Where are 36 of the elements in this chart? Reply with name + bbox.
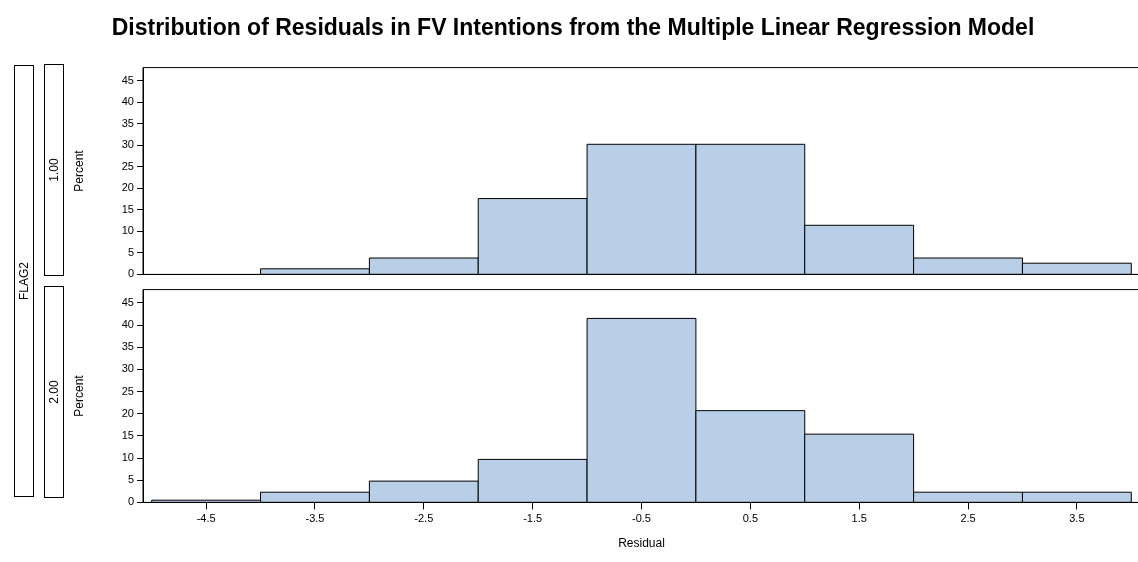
x-tick-label: 3.5 [1069,512,1085,525]
y-tick-label: 20 [121,406,134,419]
y-tick-label: 40 [121,95,134,108]
y-tick-label: 0 [127,495,134,508]
y-tick-label: 25 [121,384,134,397]
x-tick-label: 0.5 [742,512,758,525]
y-tick-label: 15 [121,202,134,215]
y-tick-label: 35 [121,340,134,353]
text: 2.00 [47,380,61,404]
y-tick-label: 30 [121,362,134,375]
y-tick-label: 0 [127,267,134,280]
y-axis-title: Percent [71,149,86,192]
y-tick-label: 45 [121,295,134,308]
y-tick-label: 45 [121,73,134,86]
y-axis-title: Percent [71,374,86,417]
y-tick-label: 10 [121,451,134,464]
x-axis-title: Residual [618,536,665,551]
x-tick-label: -1.5 [523,512,543,525]
y-tick-label: 30 [121,138,134,151]
text: FLAG2 [17,261,31,301]
y-tick-label: 25 [121,159,134,172]
x-tick-label: -3.5 [305,512,325,525]
y-tick-label: 15 [121,428,134,441]
x-tick-label: -2.5 [414,512,434,525]
y-tick-label: 35 [121,116,134,129]
x-tick-label: 1.5 [851,512,867,525]
y-tick-label: 5 [127,245,134,258]
text: 1.00 [47,158,61,182]
x-tick-label: -4.5 [196,512,216,525]
y-tick-label: 5 [127,473,134,486]
x-tick-label: 2.5 [960,512,976,525]
chart-title: Distribution of Residuals in FV Intentions from the Multiple Linear Regression Model [110,14,1036,41]
y-tick-label: 20 [121,181,134,194]
y-tick-label: 40 [121,318,134,331]
x-tick-label: -0.5 [632,512,651,525]
y-tick-label: 10 [121,224,134,237]
